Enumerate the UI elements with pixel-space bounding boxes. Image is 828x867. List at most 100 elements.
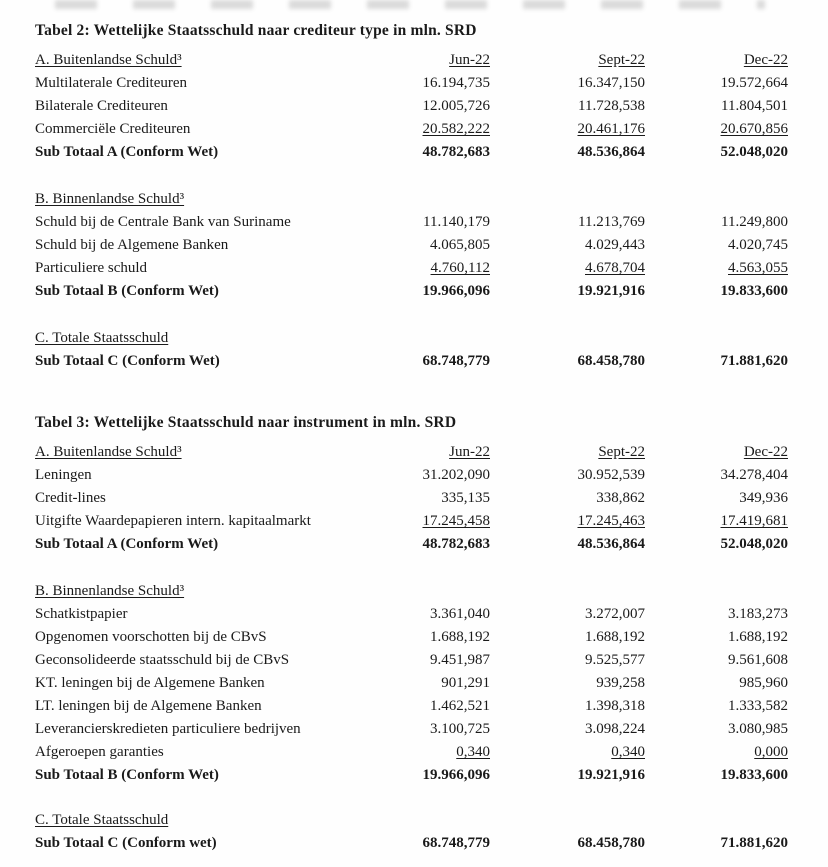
table-row: Leverancierskredieten particuliere bedri… <box>35 718 828 741</box>
row-label: Sub Totaal B (Conform Wet) <box>35 767 219 783</box>
row-label: Schatkistpapier <box>35 606 128 622</box>
row-value: 48.782,683 <box>422 144 491 160</box>
row-value: 335,135 <box>441 490 490 506</box>
table-row: Opgenomen voorschotten bij de CBvS 1.688… <box>35 626 828 649</box>
row-label: Schuld bij de Centrale Bank van Suriname <box>35 214 291 230</box>
row-label: Commerciële Crediteuren <box>35 121 191 137</box>
subtotal-row: Sub Totaal A (Conform Wet) 48.782,683 48… <box>35 533 828 556</box>
row-value: 3.183,273 <box>728 606 788 622</box>
table-2-title: Tabel 2: Wettelijke Staatsschuld naar cr… <box>35 22 477 39</box>
row-value: 11.213,769 <box>578 214 645 230</box>
row-value: 68.748,779 <box>422 835 491 851</box>
column-header-sept-22: Sept-22 <box>598 444 645 460</box>
table-row: Geconsolideerde staatsschuld bij de CBvS… <box>35 649 828 672</box>
section-a-header: A. Buitenlandse Schuld³ <box>35 52 182 68</box>
row-value: 48.782,683 <box>422 536 491 552</box>
row-value: 3.098,224 <box>585 721 645 737</box>
row-value: 4.065,805 <box>430 237 490 253</box>
row-label: LT. leningen bij de Algemene Banken <box>35 698 262 714</box>
row-value: 11.140,179 <box>423 214 490 230</box>
row-value: 20.461,176 <box>577 121 646 137</box>
row-value: 11.249,800 <box>721 214 788 230</box>
document-content: Tabel 2: Wettelijke Staatsschuld naar cr… <box>35 19 828 855</box>
table-row: Uitgifte Waardepapieren intern. kapitaal… <box>35 510 828 533</box>
row-label: Afgeroepen garanties <box>35 744 164 760</box>
row-value: 939,258 <box>596 675 645 691</box>
table-2-section-a-header-row: A. Buitenlandse Schuld³ Jun-22 Sept-22 D… <box>35 49 828 72</box>
row-value: 19.966,096 <box>422 767 491 783</box>
row-value: 16.194,735 <box>422 75 491 91</box>
column-header-dec-22: Dec-22 <box>743 444 788 460</box>
table-row: Leningen 31.202,090 30.952,539 34.278,40… <box>35 464 828 487</box>
row-value: 19.966,096 <box>422 283 491 299</box>
row-label: Sub Totaal B (Conform Wet) <box>35 283 219 299</box>
row-value: 12.005,726 <box>422 98 491 114</box>
row-value: 19.921,916 <box>577 283 646 299</box>
row-value: 52.048,020 <box>720 144 789 160</box>
table-3: Tabel 3: Wettelijke Staatsschuld naar in… <box>35 411 828 855</box>
row-value: 3.361,040 <box>430 606 490 622</box>
table-row: KT. leningen bij de Algemene Banken 901,… <box>35 672 828 695</box>
row-label: Multilaterale Crediteuren <box>35 75 188 91</box>
table-row: Credit-lines 335,135 338,862 349,936 <box>35 487 828 510</box>
row-value: 1.462,521 <box>430 698 490 714</box>
row-value: 4.020,745 <box>728 237 788 253</box>
row-value: 4.563,055 <box>728 260 788 276</box>
row-value: 31.202,090 <box>422 467 491 483</box>
row-label: Uitgifte Waardepapieren intern. kapitaal… <box>35 513 311 529</box>
row-label: Sub Totaal A (Conform Wet) <box>35 144 219 160</box>
table-row: LT. leningen bij de Algemene Banken 1.46… <box>35 695 828 718</box>
row-value: 17.419,681 <box>720 513 789 529</box>
table-row: Multilaterale Crediteuren 16.194,735 16.… <box>35 72 828 95</box>
row-value: 9.525,577 <box>585 652 645 668</box>
row-value: 4.029,443 <box>585 237 645 253</box>
row-value: 1.398,318 <box>585 698 645 714</box>
row-value: 48.536,864 <box>577 144 646 160</box>
row-label: KT. leningen bij de Algemene Banken <box>35 675 265 691</box>
row-value: 34.278,404 <box>720 467 789 483</box>
section-a-header: A. Buitenlandse Schuld³ <box>35 444 182 460</box>
row-value: 68.458,780 <box>577 835 646 851</box>
row-value: 19.833,600 <box>720 767 789 783</box>
row-value: 349,936 <box>739 490 788 506</box>
row-value: 16.347,150 <box>577 75 646 91</box>
row-label: Geconsolideerde staatsschuld bij de CBvS <box>35 652 290 668</box>
row-value: 19.921,916 <box>577 767 646 783</box>
table-row: Schatkistpapier 3.361,040 3.272,007 3.18… <box>35 603 828 626</box>
column-header-jun-22: Jun-22 <box>449 52 490 68</box>
row-value: 68.458,780 <box>577 353 646 369</box>
subtotal-row: Sub Totaal A (Conform Wet) 48.782,683 48… <box>35 141 828 164</box>
table-2-section-c-header-row: C. Totale Staatsschuld <box>35 327 828 350</box>
row-value: 3.080,985 <box>728 721 788 737</box>
row-value: 9.561,608 <box>728 652 788 668</box>
row-value: 52.048,020 <box>720 536 789 552</box>
table-2-section-b-header-row: B. Binnenlandse Schuld³ <box>35 188 828 211</box>
table-row: Schuld bij de Centrale Bank van Suriname… <box>35 211 828 234</box>
row-value: 1.333,582 <box>728 698 788 714</box>
row-label: Bilaterale Crediteuren <box>35 98 168 114</box>
section-b-header: B. Binnenlandse Schuld³ <box>35 583 185 599</box>
column-header-sept-22: Sept-22 <box>598 52 645 68</box>
section-c-header: C. Totale Staatsschuld <box>35 330 169 346</box>
row-value: 1.688,192 <box>585 629 645 645</box>
table-2: Tabel 2: Wettelijke Staatsschuld naar cr… <box>35 19 828 373</box>
table-3-section-c-header-row: C. Totale Staatsschuld <box>35 809 828 832</box>
subtotal-row: Sub Totaal C (Conform wet) 68.748,779 68… <box>35 832 828 855</box>
row-label: Schuld bij de Algemene Banken <box>35 237 229 253</box>
column-header-jun-22: Jun-22 <box>449 444 490 460</box>
table-3-section-a-header-row: A. Buitenlandse Schuld³ Jun-22 Sept-22 D… <box>35 441 828 464</box>
subtotal-row: Sub Totaal C (Conform Wet) 68.748,779 68… <box>35 350 828 373</box>
row-value: 4.678,704 <box>585 260 645 276</box>
row-value: 20.582,222 <box>422 121 491 137</box>
row-value: 19.833,600 <box>720 283 789 299</box>
column-header-dec-22: Dec-22 <box>743 52 788 68</box>
row-value: 20.670,856 <box>720 121 789 137</box>
row-value: 1.688,192 <box>430 629 490 645</box>
table-row: Schuld bij de Algemene Banken 4.065,805 … <box>35 234 828 257</box>
table-3-section-b-header-row: B. Binnenlandse Schuld³ <box>35 580 828 603</box>
row-value: 19.572,664 <box>720 75 789 91</box>
row-label: Sub Totaal C (Conform wet) <box>35 835 217 851</box>
row-value: 17.245,458 <box>422 513 491 529</box>
row-label: Credit-lines <box>35 490 106 506</box>
